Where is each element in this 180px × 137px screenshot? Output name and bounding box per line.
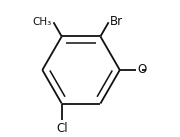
Text: Br: Br xyxy=(110,15,123,28)
Text: Cl: Cl xyxy=(56,122,68,135)
Text: O: O xyxy=(137,63,147,76)
Text: CH₃: CH₃ xyxy=(33,17,52,27)
